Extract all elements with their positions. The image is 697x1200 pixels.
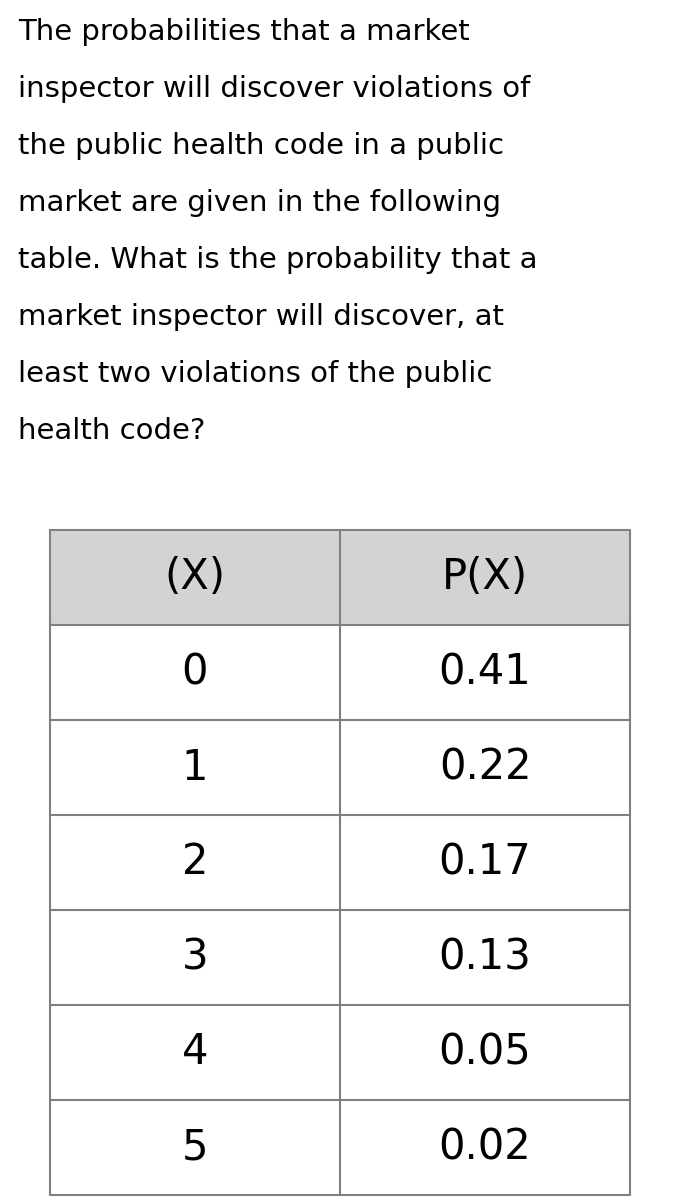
Bar [50, 720, 630, 815]
Text: 0.02: 0.02 [438, 1127, 531, 1169]
Bar [50, 815, 630, 910]
Text: the public health code in a public: the public health code in a public [18, 132, 504, 160]
Bar [50, 1100, 630, 1195]
Text: 1: 1 [182, 746, 208, 788]
Text: 0: 0 [182, 652, 208, 694]
Text: 0.05: 0.05 [438, 1032, 531, 1074]
Text: 0.41: 0.41 [438, 652, 531, 694]
Text: least two violations of the public: least two violations of the public [18, 360, 492, 388]
Text: 2: 2 [182, 841, 208, 883]
Text: The probabilities that a market: The probabilities that a market [18, 18, 470, 46]
Text: market inspector will discover, at: market inspector will discover, at [18, 302, 504, 331]
Text: P(X): P(X) [442, 557, 528, 599]
Text: table. What is the probability that a: table. What is the probability that a [18, 246, 537, 274]
Text: inspector will discover violations of: inspector will discover violations of [18, 74, 530, 103]
Text: 5: 5 [182, 1127, 208, 1169]
Bar [50, 910, 630, 1006]
Text: 0.22: 0.22 [438, 746, 531, 788]
Text: 4: 4 [182, 1032, 208, 1074]
Bar [50, 530, 630, 625]
Text: 0.13: 0.13 [438, 936, 531, 978]
Text: 0.17: 0.17 [438, 841, 531, 883]
Text: (X): (X) [164, 557, 226, 599]
Bar [50, 1006, 630, 1100]
Text: 3: 3 [182, 936, 208, 978]
Bar [50, 625, 630, 720]
Text: market are given in the following: market are given in the following [18, 188, 501, 217]
Text: health code?: health code? [18, 416, 206, 445]
